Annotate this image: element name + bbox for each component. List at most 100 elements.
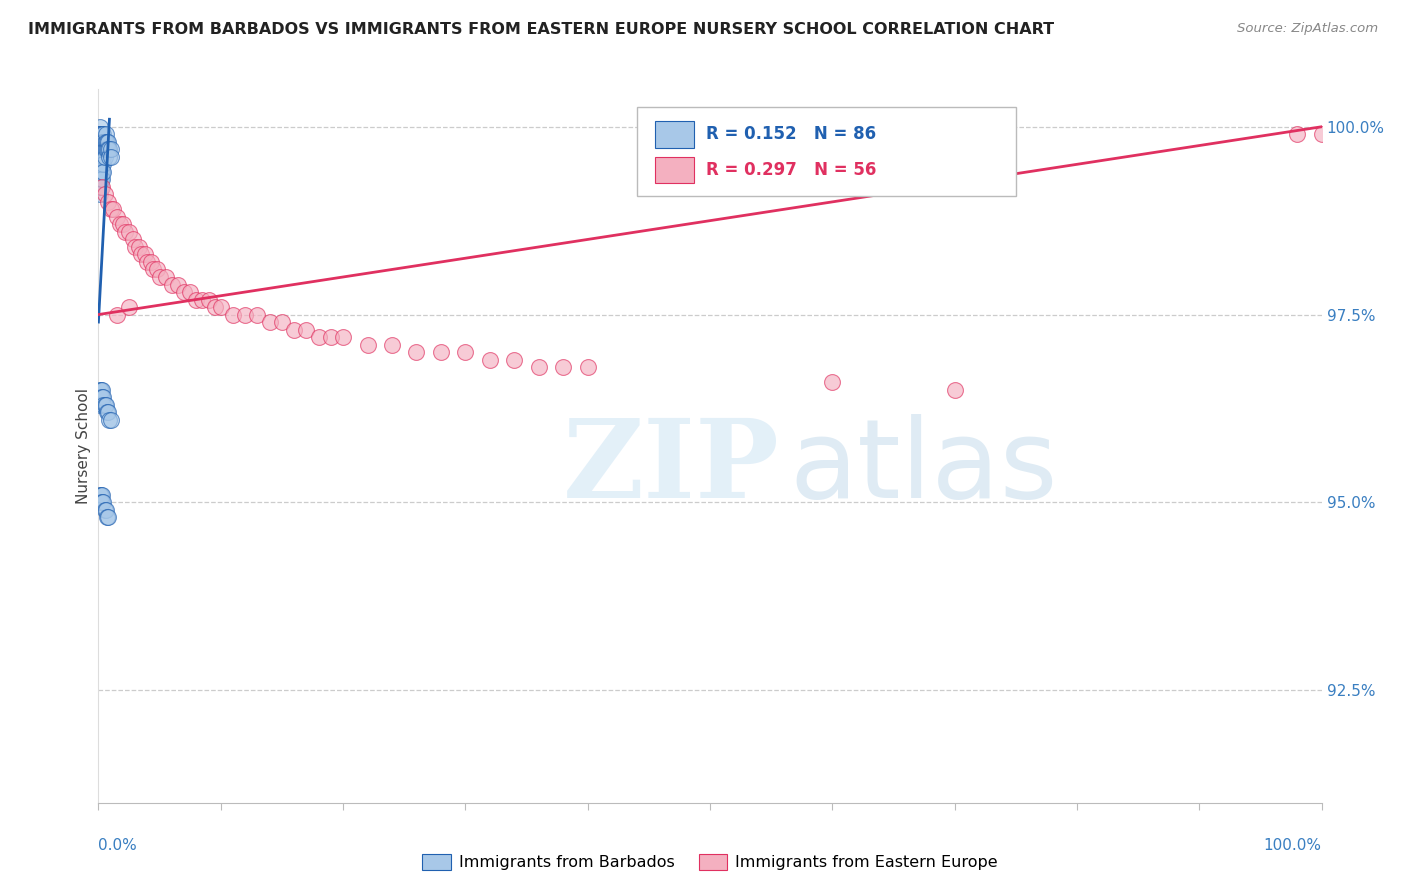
Point — [91, 142, 114, 156]
Point — [197, 293, 219, 307]
Point — [91, 142, 114, 156]
Point — [89, 165, 111, 179]
Point — [128, 240, 150, 254]
Point — [1310, 128, 1333, 142]
Point — [160, 277, 183, 292]
Point — [89, 488, 111, 502]
Point — [91, 172, 114, 186]
Point — [295, 322, 318, 336]
Point — [332, 330, 354, 344]
Text: 0.0%: 0.0% — [98, 838, 138, 854]
Point — [179, 285, 201, 299]
Point — [91, 135, 114, 149]
Text: R = 0.297   N = 56: R = 0.297 N = 56 — [706, 161, 877, 178]
Point — [139, 255, 162, 269]
Point — [89, 179, 111, 194]
Point — [94, 135, 117, 149]
Point — [308, 330, 330, 344]
Point — [89, 165, 111, 179]
FancyBboxPatch shape — [655, 121, 695, 148]
Point — [89, 128, 111, 142]
Point — [91, 488, 114, 502]
Point — [246, 308, 269, 322]
Point — [478, 352, 501, 367]
Point — [93, 150, 115, 164]
Point — [97, 135, 120, 149]
Point — [204, 300, 226, 314]
Point — [94, 503, 117, 517]
Text: IMMIGRANTS FROM BARBADOS VS IMMIGRANTS FROM EASTERN EUROPE NURSERY SCHOOL CORREL: IMMIGRANTS FROM BARBADOS VS IMMIGRANTS F… — [28, 22, 1054, 37]
Point — [90, 488, 112, 502]
Point — [155, 270, 177, 285]
Point — [270, 315, 294, 329]
Point — [96, 142, 118, 156]
Point — [89, 135, 111, 149]
Point — [89, 157, 111, 171]
Point — [91, 128, 114, 142]
Point — [173, 285, 195, 299]
Point — [454, 345, 477, 359]
Text: atlas: atlas — [790, 414, 1059, 521]
Point — [89, 383, 111, 397]
Point — [503, 352, 526, 367]
Point — [118, 225, 141, 239]
Point — [91, 495, 114, 509]
Point — [91, 179, 114, 194]
Point — [91, 165, 114, 179]
Point — [94, 128, 117, 142]
Point — [114, 225, 136, 239]
Point — [222, 308, 245, 322]
Point — [100, 150, 122, 164]
Point — [90, 128, 112, 142]
Point — [91, 135, 114, 149]
Point — [91, 157, 114, 171]
Point — [91, 390, 114, 404]
Text: R = 0.152   N = 86: R = 0.152 N = 86 — [706, 125, 876, 143]
Point — [90, 135, 112, 149]
Point — [118, 300, 141, 314]
Text: Source: ZipAtlas.com: Source: ZipAtlas.com — [1237, 22, 1378, 36]
Point — [89, 187, 111, 202]
Point — [89, 150, 111, 164]
Point — [96, 405, 118, 419]
Point — [90, 128, 112, 142]
Point — [356, 337, 378, 351]
Point — [93, 142, 115, 156]
Point — [381, 337, 404, 351]
Point — [283, 322, 305, 336]
Point — [91, 150, 114, 164]
Point — [90, 172, 112, 186]
Point — [98, 142, 121, 156]
Point — [89, 135, 111, 149]
Point — [124, 240, 146, 254]
Point — [90, 390, 112, 404]
Point — [91, 383, 114, 397]
Point — [186, 293, 208, 307]
Point — [89, 398, 111, 412]
Point — [91, 157, 114, 171]
Point — [129, 247, 152, 261]
Point — [259, 315, 281, 329]
Point — [110, 218, 132, 232]
Point — [89, 135, 111, 149]
Point — [89, 150, 111, 164]
Point — [90, 157, 112, 171]
Point — [91, 390, 114, 404]
Point — [553, 360, 575, 375]
Point — [89, 120, 111, 134]
Point — [93, 503, 115, 517]
Point — [91, 165, 114, 179]
FancyBboxPatch shape — [655, 157, 695, 184]
Point — [100, 202, 122, 217]
Point — [94, 142, 117, 156]
Point — [89, 390, 111, 404]
Point — [91, 142, 114, 156]
Point — [405, 345, 427, 359]
Point — [97, 142, 120, 156]
Point — [91, 398, 114, 412]
Text: 100.0%: 100.0% — [1264, 838, 1322, 854]
Point — [89, 142, 111, 156]
Point — [191, 293, 214, 307]
Point — [90, 150, 112, 164]
Point — [90, 165, 112, 179]
